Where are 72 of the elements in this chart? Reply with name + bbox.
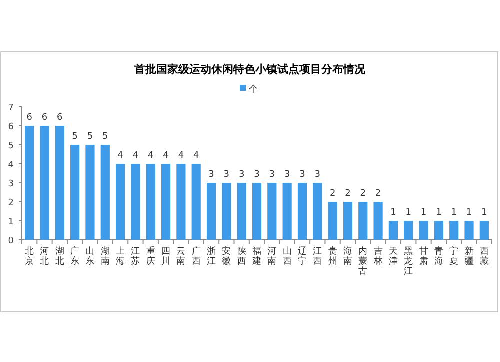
data-label: 4 <box>148 151 154 161</box>
xtick: 内蒙古 <box>358 247 368 277</box>
data-label: 4 <box>118 151 124 161</box>
data-label: 1 <box>466 208 472 218</box>
xtick: 江苏 <box>131 247 140 267</box>
xtick: 云南 <box>176 247 186 267</box>
data-label: 2 <box>330 189 336 199</box>
data-label: 3 <box>254 170 260 180</box>
data-label: 1 <box>406 208 412 218</box>
xtick: 吉林 <box>374 247 383 267</box>
y-tick-label: 3 <box>8 180 14 190</box>
xtick: 青海 <box>434 247 444 267</box>
data-label: 6 <box>57 113 64 123</box>
xtick: 甘肃 <box>419 247 428 267</box>
xtick: 河南 <box>268 247 277 267</box>
xtick: 福建 <box>252 247 262 267</box>
data-label: 1 <box>390 208 396 218</box>
data-label: 3 <box>300 170 306 180</box>
xtick: 山西 <box>282 247 292 267</box>
data-label: 1 <box>482 208 488 218</box>
xtick: 天津 <box>388 247 398 267</box>
y-tick-label: 1 <box>8 218 14 228</box>
xtick: 贵州 <box>328 247 338 267</box>
xtick: 辽宁 <box>298 247 307 267</box>
xtick: 北京 <box>25 247 34 267</box>
legend-label: 个 <box>249 84 258 95</box>
xtick: 黑龙江 <box>404 247 414 277</box>
xtick: 陕西 <box>237 247 246 267</box>
xtick: 上海 <box>116 247 126 267</box>
data-label: 3 <box>224 170 230 180</box>
data-label: 3 <box>208 170 214 180</box>
xtick: 西藏 <box>480 247 489 267</box>
data-label: 5 <box>87 132 94 142</box>
data-label: 4 <box>132 151 139 161</box>
xtick: 浙江 <box>207 247 216 267</box>
data-label: 3 <box>238 170 245 180</box>
xtick: 广东 <box>70 247 80 267</box>
data-label: 2 <box>375 189 382 199</box>
y-tick-label: 4 <box>8 160 14 170</box>
data-label: 1 <box>420 208 427 218</box>
xtick: 江西 <box>313 247 322 267</box>
data-label: 3 <box>314 170 321 180</box>
xtick: 安徽 <box>222 247 232 267</box>
xtick: 新疆 <box>464 247 474 267</box>
xtick: 湖南 <box>100 247 110 267</box>
y-tick-label: 0 <box>8 236 14 246</box>
data-label: 4 <box>193 151 200 161</box>
y-tick-label: 7 <box>8 104 14 114</box>
data-label: 2 <box>360 189 366 199</box>
title: 首批国家级运动休闲特色小镇试点项目分布情况 <box>134 63 366 76</box>
y-tick-label: 6 <box>8 122 14 132</box>
xtick: 河北 <box>40 247 50 267</box>
y-tick-label: 5 <box>8 142 14 152</box>
data-label: 1 <box>436 208 442 218</box>
data-label: 3 <box>269 170 276 180</box>
xtick: 海南 <box>343 247 352 267</box>
data-label: 4 <box>163 151 170 161</box>
xtick: 广西 <box>192 247 201 267</box>
data-label: 2 <box>345 189 351 199</box>
xtick: 重庆 <box>146 247 156 267</box>
y-tick-label: 2 <box>8 198 14 208</box>
data-label: 6 <box>42 113 48 123</box>
xtick: 四川 <box>162 247 171 267</box>
data-label: 4 <box>178 151 184 161</box>
data-label: 5 <box>102 132 108 142</box>
xtick: 湖北 <box>55 247 64 267</box>
data-label: 5 <box>72 132 78 142</box>
data-label: 6 <box>26 113 33 123</box>
data-label: 1 <box>451 208 457 218</box>
xtick: 山东 <box>86 247 95 267</box>
data-label: 3 <box>284 170 290 180</box>
xtick: 宁夏 <box>450 247 459 267</box>
